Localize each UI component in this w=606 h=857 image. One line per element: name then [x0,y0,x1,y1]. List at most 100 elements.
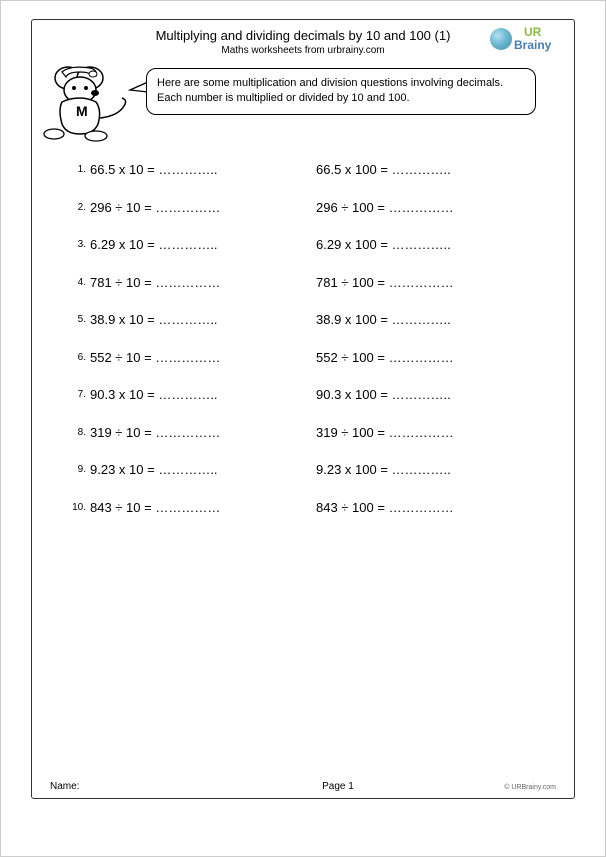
question-right: 843 ÷ 100 = …………… [316,500,544,515]
footer: Name: Page 1 © URBrainy.com [32,781,574,792]
header: Multiplying and dividing decimals by 10 … [32,28,574,56]
question-left: 6.552 ÷ 10 = …………… [68,350,316,365]
speech-bubble: Here are some multiplication and divisio… [146,68,536,115]
question-right: 6.29 x 100 = ………….. [316,237,544,252]
question-left: 7.90.3 x 10 = ………….. [68,387,316,402]
logo-text: UR Brainy [514,26,551,52]
question-number: 2. [68,200,90,215]
question-row: 10.843 ÷ 10 = ……………843 ÷ 100 = …………… [68,500,544,515]
answer-blank-b: ………….. [392,387,451,402]
answer-blank-a: …………… [155,500,220,515]
question-right: 38.9 x 100 = ………….. [316,312,544,327]
question-number: 1. [68,162,90,177]
question-expr-b: 90.3 x 100 = [316,387,392,402]
question-left: 10.843 ÷ 10 = …………… [68,500,316,515]
question-expr-a: 843 ÷ 10 = [90,500,155,515]
question-row: 8.319 ÷ 10 = ……………319 ÷ 100 = …………… [68,425,544,440]
question-expr-a: 90.3 x 10 = [90,387,158,402]
question-row: 4.781 ÷ 10 = ……………781 ÷ 100 = …………… [68,275,544,290]
question-number: 8. [68,425,90,440]
answer-blank-a: ………….. [158,462,217,477]
question-expr-b: 843 ÷ 100 = [316,500,389,515]
question-expr-a: 38.9 x 10 = [90,312,158,327]
question-expr-b: 552 ÷ 100 = [316,350,389,365]
speech-line-1: Here are some multiplication and divisio… [157,76,525,91]
answer-blank-a: …………… [155,200,220,215]
question-text-a: 9.23 x 10 = ………….. [90,462,218,477]
question-row: 3.6.29 x 10 = …………..6.29 x 100 = ………….. [68,237,544,252]
answer-blank-b: …………… [389,350,454,365]
question-expr-b: 6.29 x 100 = [316,237,392,252]
question-text-b: 296 ÷ 100 = …………… [316,200,454,215]
question-text-b: 843 ÷ 100 = …………… [316,500,454,515]
footer-page-number: Page 1 [232,781,504,792]
question-row: 5.38.9 x 10 = …………..38.9 x 100 = ………….. [68,312,544,327]
answer-blank-b: ………….. [392,462,451,477]
answer-blank-a: ………….. [158,162,217,177]
question-expr-a: 296 ÷ 10 = [90,200,155,215]
question-number: 7. [68,387,90,402]
question-text-a: 319 ÷ 10 = …………… [90,425,220,440]
answer-blank-a: …………… [155,425,220,440]
question-text-a: 6.29 x 10 = ………….. [90,237,218,252]
question-text-a: 38.9 x 10 = ………….. [90,312,218,327]
question-expr-b: 66.5 x 100 = [316,162,392,177]
speech-tail-icon [128,80,148,94]
question-expr-b: 781 ÷ 100 = [316,275,389,290]
question-text-b: 90.3 x 100 = ………….. [316,387,451,402]
question-left: 4.781 ÷ 10 = …………… [68,275,316,290]
question-right: 552 ÷ 100 = …………… [316,350,544,365]
question-number: 9. [68,462,90,477]
question-text-a: 90.3 x 10 = ………….. [90,387,218,402]
question-expr-b: 9.23 x 100 = [316,462,392,477]
question-right: 66.5 x 100 = ………….. [316,162,544,177]
question-text-a: 552 ÷ 10 = …………… [90,350,220,365]
question-row: 9.9.23 x 10 = …………..9.23 x 100 = ………….. [68,462,544,477]
question-expr-b: 296 ÷ 100 = [316,200,389,215]
question-expr-a: 9.23 x 10 = [90,462,158,477]
question-number: 6. [68,350,90,365]
question-text-a: 296 ÷ 10 = …………… [90,200,220,215]
question-text-b: 9.23 x 100 = ………….. [316,462,451,477]
answer-blank-b: …………… [389,200,454,215]
question-expr-a: 66.5 x 10 = [90,162,158,177]
globe-icon [490,28,512,50]
question-number: 5. [68,312,90,327]
question-text-a: 843 ÷ 10 = …………… [90,500,220,515]
question-expr-a: 6.29 x 10 = [90,237,158,252]
question-left: 5.38.9 x 10 = ………….. [68,312,316,327]
speech-line-2: Each number is multiplied or divided by … [157,91,525,106]
answer-blank-a: ………….. [158,312,217,327]
question-number: 10. [68,500,90,515]
question-left: 8.319 ÷ 10 = …………… [68,425,316,440]
answer-blank-b: …………… [389,425,454,440]
question-expr-a: 552 ÷ 10 = [90,350,155,365]
question-right: 90.3 x 100 = ………….. [316,387,544,402]
question-row: 6.552 ÷ 10 = ……………552 ÷ 100 = …………… [68,350,544,365]
question-right: 9.23 x 100 = ………….. [316,462,544,477]
question-text-a: 66.5 x 10 = ………….. [90,162,218,177]
mascot-area: M Here are some multiplication and divis… [32,62,574,144]
question-row: 7.90.3 x 10 = …………..90.3 x 100 = ………….. [68,387,544,402]
svg-text:M: M [76,103,88,119]
question-expr-b: 38.9 x 100 = [316,312,392,327]
question-left: 9.9.23 x 10 = ………….. [68,462,316,477]
answer-blank-a: …………… [155,275,220,290]
logo-brainy: Brainy [514,38,551,52]
footer-name-label: Name: [50,781,232,792]
answer-blank-b: …………… [389,275,454,290]
answer-blank-a: ………….. [158,237,217,252]
footer-copyright: © URBrainy.com [504,781,556,792]
question-row: 1.66.5 x 10 = …………..66.5 x 100 = ………….. [68,162,544,177]
question-right: 296 ÷ 100 = …………… [316,200,544,215]
question-right: 781 ÷ 100 = …………… [316,275,544,290]
question-text-a: 781 ÷ 10 = …………… [90,275,220,290]
answer-blank-b: …………… [389,500,454,515]
content-border: Multiplying and dividing decimals by 10 … [31,19,575,799]
question-text-b: 552 ÷ 100 = …………… [316,350,454,365]
answer-blank-a: ………….. [158,387,217,402]
questions-list: 1.66.5 x 10 = …………..66.5 x 100 = …………..2… [32,162,574,515]
answer-blank-b: ………….. [392,162,451,177]
question-expr-a: 781 ÷ 10 = [90,275,155,290]
question-expr-a: 319 ÷ 10 = [90,425,155,440]
